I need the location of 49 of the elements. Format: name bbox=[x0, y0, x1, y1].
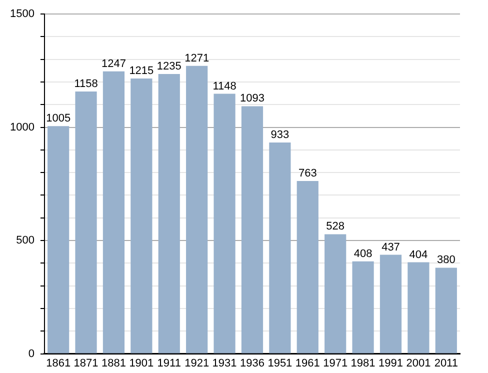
x-tick-label: 1931 bbox=[212, 357, 237, 370]
x-tick-label: 1981 bbox=[350, 357, 376, 370]
data-label: 408 bbox=[354, 248, 372, 260]
x-tick-label: 1961 bbox=[295, 357, 320, 370]
data-label: 1005 bbox=[46, 112, 71, 125]
bar bbox=[435, 268, 457, 354]
bar bbox=[380, 254, 402, 354]
y-tick-label: 0 bbox=[28, 348, 34, 360]
x-tick-label: 1951 bbox=[268, 357, 292, 370]
data-label: 1148 bbox=[212, 80, 236, 92]
data-label: 933 bbox=[270, 128, 290, 141]
bar bbox=[130, 78, 152, 354]
data-label: 1235 bbox=[156, 60, 182, 73]
x-tick-label: 1971 bbox=[323, 357, 348, 370]
x-tick-label: 1911 bbox=[157, 357, 181, 370]
data-label: 763 bbox=[298, 167, 317, 180]
x-tick-label: 1881 bbox=[101, 357, 126, 370]
data-label: 1093 bbox=[240, 92, 264, 105]
data-label: 528 bbox=[326, 220, 345, 233]
bar bbox=[75, 91, 97, 354]
x-tick-label: 2001 bbox=[406, 357, 431, 370]
bar bbox=[269, 142, 291, 354]
data-label: 1247 bbox=[101, 58, 126, 70]
data-label: 1215 bbox=[129, 65, 154, 78]
y-tick-label: 500 bbox=[16, 234, 34, 247]
bar bbox=[186, 66, 208, 354]
data-label: 437 bbox=[382, 241, 400, 254]
bar bbox=[352, 261, 374, 354]
x-tick-label: 1991 bbox=[378, 357, 403, 370]
x-tick-label: 2011 bbox=[434, 357, 458, 370]
data-label: 404 bbox=[409, 248, 428, 261]
bar bbox=[408, 262, 430, 354]
bar bbox=[324, 234, 346, 354]
data-label: 380 bbox=[436, 254, 456, 266]
x-tick-label: 1861 bbox=[46, 357, 71, 370]
bar bbox=[48, 126, 70, 354]
data-label: 1158 bbox=[74, 78, 98, 90]
bar bbox=[158, 74, 180, 354]
y-tick-label: 1000 bbox=[10, 121, 34, 134]
bar bbox=[214, 94, 236, 354]
bar bbox=[241, 106, 264, 354]
x-tick-label: 1921 bbox=[184, 357, 210, 370]
bar bbox=[102, 71, 125, 354]
bar bbox=[296, 180, 318, 354]
x-tick-label: 1936 bbox=[240, 357, 264, 370]
data-label: 1271 bbox=[184, 52, 210, 64]
x-tick-label: 1871 bbox=[74, 357, 98, 370]
x-tick-label: 1901 bbox=[129, 357, 154, 370]
y-tick-label: 1500 bbox=[10, 8, 34, 20]
